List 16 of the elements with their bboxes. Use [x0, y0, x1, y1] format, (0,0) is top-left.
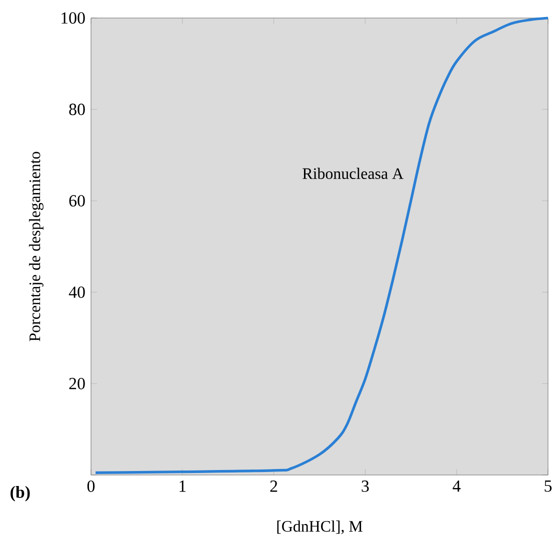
y-tick-label: 100 — [62, 12, 85, 24]
y-tick-label: 40 — [68, 286, 85, 298]
x-tick-label: 3 — [362, 480, 369, 492]
series-label: Ribonucleasa A — [302, 168, 404, 179]
y-axis-title: Porcentaje de desplegamiento — [28, 152, 44, 342]
x-tick-label: 2 — [270, 480, 278, 492]
text: (b) — [10, 486, 30, 502]
x-tick-label: 0 — [87, 480, 95, 492]
x-axis-title: [GdnHCl], M — [277, 520, 362, 534]
y-tick-label: 60 — [69, 195, 85, 207]
line-series — [94, 16, 550, 474]
y-tick-label: 80 — [69, 104, 85, 116]
x-tick-label: 4 — [452, 480, 461, 492]
x-tick-label: 1 — [180, 480, 186, 492]
x-tick-label: 5 — [544, 480, 552, 492]
y-tick-label: 20 — [69, 378, 85, 390]
